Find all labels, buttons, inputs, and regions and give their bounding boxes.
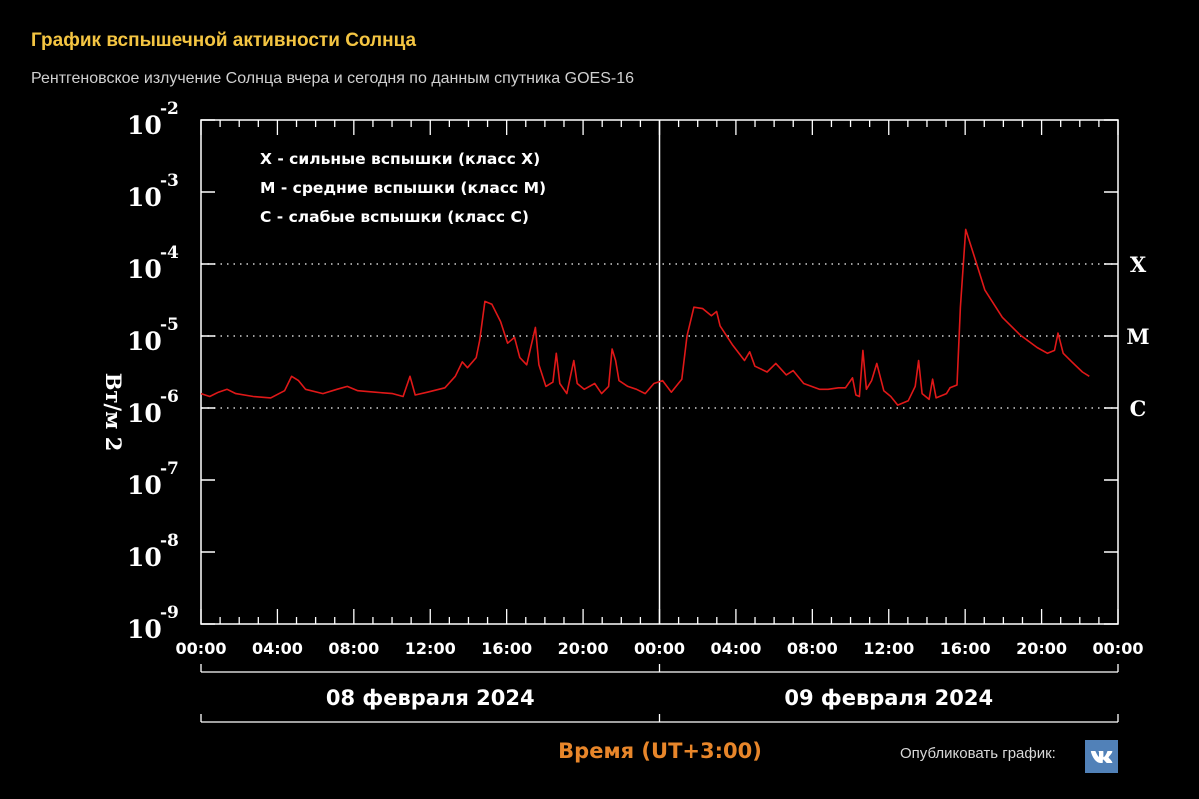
svg-text:04:00: 04:00 [710, 639, 761, 658]
svg-text:08:00: 08:00 [328, 639, 379, 658]
x-axis-ticks: 00:00 04:00 08:00 12:00 16:00 20:00 00:00 04:00… [176, 120, 1144, 658]
vk-icon [1090, 750, 1112, 763]
svg-text:00:00: 00:00 [176, 639, 227, 658]
svg-text:00:00: 00:00 [634, 639, 685, 658]
svg-text:C: C [1130, 396, 1147, 421]
svg-text:X: X [1130, 252, 1147, 277]
svg-text:M - средние вспышки (класс M): M - средние вспышки (класс M) [260, 179, 546, 197]
svg-text:10: 10 [127, 615, 162, 644]
svg-text:16:00: 16:00 [940, 639, 991, 658]
publish-label: Опубликовать график: [900, 745, 1056, 762]
svg-text:-9: -9 [160, 603, 179, 623]
svg-text:10: 10 [127, 399, 162, 428]
flux-line [200, 228, 1090, 406]
svg-text:08 февраля 2024: 08 февраля 2024 [326, 686, 535, 710]
svg-text:00:00: 00:00 [1093, 639, 1144, 658]
svg-text:X - сильные вспышки (класс X): X - сильные вспышки (класс X) [260, 150, 540, 168]
svg-text:-5: -5 [160, 315, 179, 335]
svg-text:10: 10 [127, 327, 162, 356]
svg-text:20:00: 20:00 [558, 639, 609, 658]
svg-text:M: M [1126, 324, 1149, 349]
svg-text:-6: -6 [160, 387, 179, 407]
svg-text:10: 10 [127, 183, 162, 212]
svg-text:-3: -3 [160, 171, 179, 191]
page-subtitle: Рентгеновское излучение Солнца вчера и с… [31, 70, 634, 87]
svg-text:-4: -4 [160, 243, 179, 263]
y-axis-label: Вт/м 2 [101, 373, 126, 452]
svg-text:-2: -2 [160, 99, 179, 119]
svg-text:09 февраля 2024: 09 февраля 2024 [784, 686, 993, 710]
svg-text:C - слабые вспышки (класс C): C - слабые вспышки (класс C) [260, 208, 529, 226]
svg-text:12:00: 12:00 [405, 639, 456, 658]
svg-text:10: 10 [127, 471, 162, 500]
svg-text:08:00: 08:00 [787, 639, 838, 658]
svg-text:10: 10 [127, 255, 162, 284]
svg-text:16:00: 16:00 [481, 639, 532, 658]
vk-share-button[interactable] [1085, 740, 1118, 773]
svg-text:-7: -7 [160, 459, 179, 479]
chart-legend: X - сильные вспышки (класс X) M - средние… [260, 150, 546, 226]
flare-class-labels: X M C [1126, 252, 1149, 421]
date-brackets: 08 февраля 2024 09 февраля 2024 [200, 664, 1119, 723]
page-title: График вспышечной активности Солнца [31, 30, 417, 51]
svg-text:20:00: 20:00 [1016, 639, 1067, 658]
y-axis-ticks: 10-210-310-410-510-610-710-810-9 [127, 99, 1118, 644]
svg-text:-8: -8 [160, 531, 179, 551]
svg-text:10: 10 [127, 111, 162, 140]
x-axis-label: Время (UT+3:00) [558, 739, 762, 763]
svg-text:04:00: 04:00 [252, 639, 303, 658]
svg-text:10: 10 [127, 543, 162, 572]
svg-text:12:00: 12:00 [863, 639, 914, 658]
